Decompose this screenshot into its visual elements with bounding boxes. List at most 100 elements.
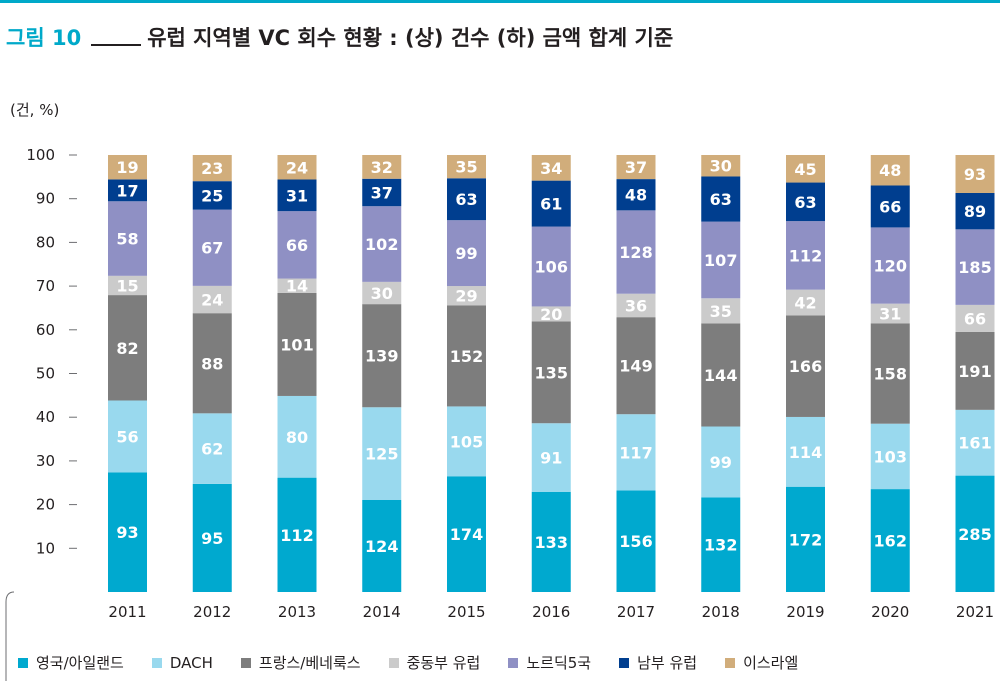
figure-header: 그림 10 유럽 지역별 VC 회수 현황 : (상) 건수 (하) 금액 합계… bbox=[6, 22, 673, 52]
bar-segment bbox=[786, 315, 825, 417]
bar-segment bbox=[531, 180, 571, 227]
bar-segment bbox=[870, 423, 910, 490]
x-axis: 2011 2012 2013 2014 2015 2016 2017 2018 2019 2020… bbox=[108, 603, 994, 621]
figure-title: 유럽 지역별 VC 회수 현황 : (상) 건수 (하) 금액 합계 기준 bbox=[147, 26, 674, 50]
bar-segment bbox=[277, 155, 317, 180]
data-label: 23 bbox=[201, 159, 223, 178]
data-label: 31 bbox=[286, 186, 308, 205]
bar-segment bbox=[531, 306, 571, 322]
bars: 93 56 82 15 58 17 19 95 62 88 24 67 25 23 112 80 101 14 66… bbox=[108, 155, 995, 592]
legend-label: 남부 유럽 bbox=[637, 654, 698, 672]
data-label: 37 bbox=[625, 158, 647, 177]
data-label: 15 bbox=[116, 276, 138, 295]
legend-item: 프랑스/베네룩스 bbox=[240, 652, 361, 673]
data-label: 48 bbox=[879, 161, 901, 180]
legend-swatch bbox=[388, 657, 399, 668]
bar-segment bbox=[362, 304, 402, 408]
bar-segment bbox=[108, 179, 147, 202]
bar-segment bbox=[955, 331, 995, 410]
legend-swatch bbox=[151, 657, 162, 668]
bar-segment bbox=[531, 423, 571, 492]
data-label: 285 bbox=[958, 525, 991, 544]
bar-segment bbox=[955, 409, 995, 476]
legend-item: 중동부 유럽 bbox=[388, 652, 481, 673]
y-axis: 10 20 30 40 50 60 70 80 90 100 bbox=[26, 146, 77, 557]
data-label: 149 bbox=[619, 357, 652, 376]
bar-group-2015: 174 105 152 29 99 63 35 bbox=[447, 155, 486, 592]
bar-segment bbox=[616, 210, 656, 294]
y-tick-label: 80 bbox=[36, 233, 55, 251]
bar-segment bbox=[786, 289, 825, 316]
bar-segment bbox=[616, 179, 656, 211]
data-label: 36 bbox=[625, 296, 647, 315]
data-label: 31 bbox=[879, 304, 901, 323]
data-label: 35 bbox=[455, 158, 477, 177]
legend: 영국/아일랜드 DACH 프랑스/베네룩스 중동부 유럽 노르딕5국 남부 유럽 이스라엘 bbox=[18, 652, 826, 673]
legend-label: 프랑스/베네룩스 bbox=[258, 654, 361, 672]
data-label: 91 bbox=[540, 449, 562, 468]
data-label: 67 bbox=[201, 239, 223, 258]
data-label: 99 bbox=[455, 244, 477, 263]
legend-item: 남부 유럽 bbox=[619, 652, 697, 673]
legend-label: 노르딕5국 bbox=[526, 654, 592, 672]
bar-segment bbox=[786, 182, 825, 222]
data-label: 32 bbox=[371, 158, 393, 177]
bar-group-2014: 124 125 139 30 102 37 32 bbox=[362, 155, 402, 592]
data-label: 117 bbox=[619, 443, 652, 462]
bar-segment bbox=[701, 155, 741, 177]
data-label: 29 bbox=[455, 287, 477, 306]
x-tick-label: 2012 bbox=[193, 603, 231, 621]
bar-group-2013: 112 80 101 14 66 31 24 bbox=[277, 155, 317, 592]
bar-segment bbox=[531, 491, 571, 592]
bar-segment bbox=[277, 477, 317, 592]
data-label: 30 bbox=[710, 157, 732, 176]
bar-segment bbox=[447, 155, 486, 179]
bar-group-2016: 133 91 135 20 106 61 34 bbox=[531, 155, 571, 592]
data-label: 139 bbox=[365, 347, 398, 366]
data-label: 112 bbox=[280, 526, 313, 545]
data-label: 30 bbox=[371, 284, 393, 303]
bar-segment bbox=[786, 155, 825, 183]
bar-segment bbox=[870, 155, 910, 186]
bar-segment bbox=[531, 155, 571, 181]
legend-label: 중동부 유럽 bbox=[406, 654, 481, 672]
legend-item: 노르딕5국 bbox=[508, 652, 591, 673]
bar-segment bbox=[362, 500, 402, 592]
bar-segment bbox=[870, 227, 910, 304]
x-tick-label: 2013 bbox=[278, 603, 316, 621]
data-label: 66 bbox=[879, 197, 901, 216]
data-label: 114 bbox=[789, 443, 822, 462]
x-tick-label: 2011 bbox=[108, 603, 146, 621]
bar-segment bbox=[362, 155, 402, 179]
legend-item: 영국/아일랜드 bbox=[18, 652, 124, 673]
bar-segment bbox=[108, 201, 147, 276]
bar-segment bbox=[192, 209, 232, 286]
data-label: 105 bbox=[450, 432, 483, 451]
data-label: 42 bbox=[794, 294, 816, 313]
data-label: 24 bbox=[286, 158, 308, 177]
bar-segment bbox=[616, 155, 656, 180]
data-label: 99 bbox=[710, 453, 732, 472]
data-label: 66 bbox=[286, 236, 308, 255]
x-tick-label: 2020 bbox=[871, 603, 909, 621]
bar-segment bbox=[616, 490, 656, 592]
bar-segment bbox=[955, 475, 995, 592]
data-label: 58 bbox=[116, 230, 138, 249]
bar-segment bbox=[108, 472, 147, 592]
figure-label: 그림 10 bbox=[6, 26, 82, 50]
legend-label: DACH bbox=[169, 653, 213, 672]
bar-segment bbox=[192, 155, 232, 182]
y-tick-label: 60 bbox=[36, 321, 55, 339]
bar-segment bbox=[701, 497, 741, 592]
bar-segment bbox=[955, 304, 995, 332]
bar-segment bbox=[531, 226, 571, 307]
y-tick-label: 30 bbox=[36, 452, 55, 470]
bar-segment bbox=[616, 317, 656, 415]
data-label: 88 bbox=[201, 354, 223, 373]
bar-segment bbox=[786, 416, 825, 487]
data-label: 95 bbox=[201, 529, 223, 548]
data-label: 17 bbox=[116, 181, 138, 200]
bar-segment bbox=[955, 155, 995, 193]
bar-segment bbox=[192, 181, 232, 210]
data-label: 37 bbox=[371, 183, 393, 202]
